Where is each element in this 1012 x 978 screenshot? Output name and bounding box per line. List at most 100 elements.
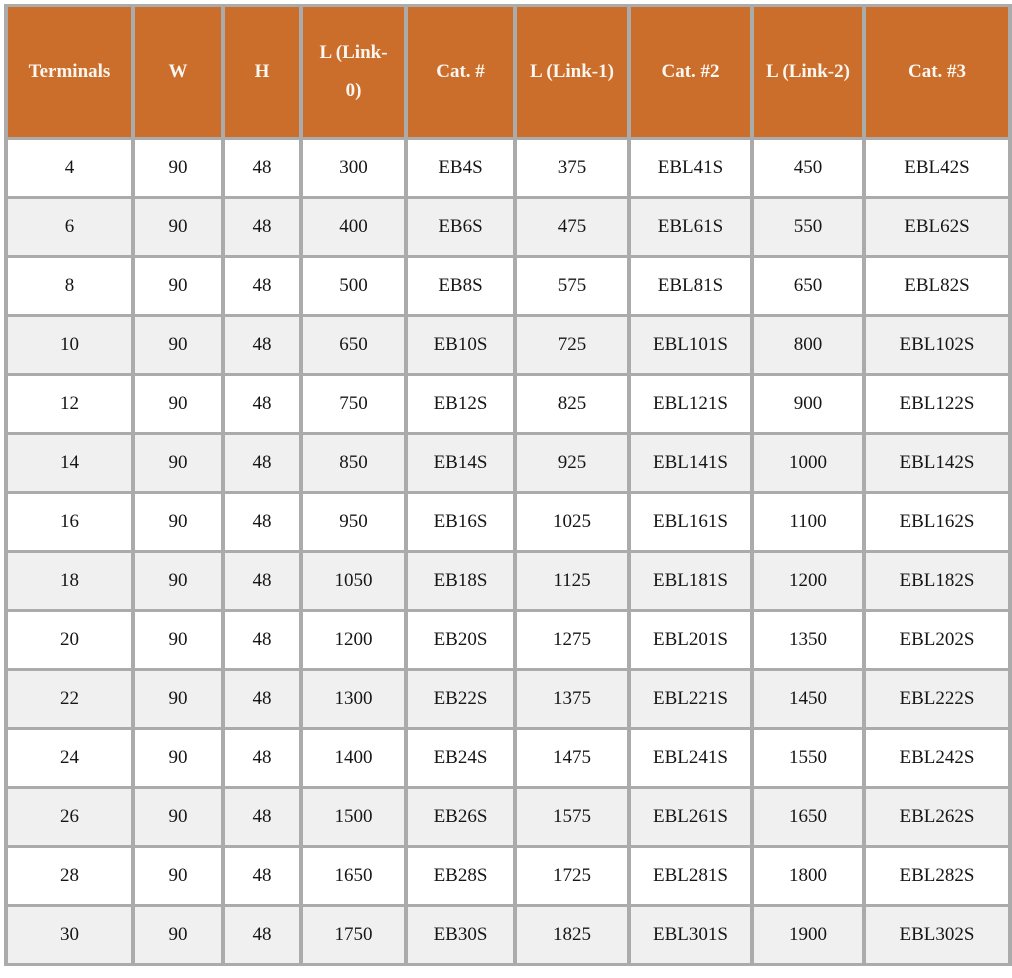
- table-header: Terminals W H L (Link-0) Cat. # L (Link-…: [4, 4, 1012, 140]
- table-cell: EBL141S: [627, 432, 754, 494]
- table-cell: 1475: [513, 727, 631, 789]
- table-body: 4 90 48 300 EB4S 375 EBL41S 450 EBL42S 6 90 48 400 EB…: [4, 137, 1012, 966]
- column-header-w: W: [131, 4, 225, 140]
- table-row: 20 90 48 1200 EB20S 1275 EBL201S 1350 EBL202S: [4, 609, 1012, 671]
- table-cell: EBL282S: [862, 845, 1012, 907]
- table-cell: 900: [750, 373, 866, 435]
- table-cell: 750: [299, 373, 408, 435]
- table-row: 18 90 48 1050 EB18S 1125 EBL181S 1200 EBL182S: [4, 550, 1012, 612]
- table-cell: EBL101S: [627, 314, 754, 376]
- table-cell: 575: [513, 255, 631, 317]
- table-cell: EBL81S: [627, 255, 754, 317]
- column-header-cat-3: Cat. #3: [862, 4, 1012, 140]
- table-cell: EBL161S: [627, 491, 754, 553]
- table-row: 10 90 48 650 EB10S 725 EBL101S 800 EBL102S: [4, 314, 1012, 376]
- table-cell: 14: [4, 432, 135, 494]
- table-cell: 1200: [299, 609, 408, 671]
- table-cell: EB24S: [404, 727, 517, 789]
- table-cell: 48: [221, 727, 303, 789]
- table-row: 4 90 48 300 EB4S 375 EBL41S 450 EBL42S: [4, 137, 1012, 199]
- table-row: 14 90 48 850 EB14S 925 EBL141S 1000 EBL142S: [4, 432, 1012, 494]
- column-header-l-link-2: L (Link-2): [750, 4, 866, 140]
- table-cell: 8: [4, 255, 135, 317]
- table-row: 12 90 48 750 EB12S 825 EBL121S 900 EBL122S: [4, 373, 1012, 435]
- table-cell: EB22S: [404, 668, 517, 730]
- table-cell: 26: [4, 786, 135, 848]
- table-cell: 375: [513, 137, 631, 199]
- table-cell: EBL301S: [627, 904, 754, 966]
- table-cell: EBL122S: [862, 373, 1012, 435]
- table-cell: 1650: [750, 786, 866, 848]
- table-cell: 90: [131, 727, 225, 789]
- table-cell: 1050: [299, 550, 408, 612]
- table-cell: 90: [131, 786, 225, 848]
- table-cell: 48: [221, 432, 303, 494]
- table-cell: 90: [131, 314, 225, 376]
- table-cell: 1275: [513, 609, 631, 671]
- column-header-cat-1: Cat. #: [404, 4, 517, 140]
- table-cell: EB14S: [404, 432, 517, 494]
- table-cell: 1375: [513, 668, 631, 730]
- table-cell: EBL121S: [627, 373, 754, 435]
- table-cell: 725: [513, 314, 631, 376]
- table-cell: EBL182S: [862, 550, 1012, 612]
- table-cell: 1000: [750, 432, 866, 494]
- table-cell: 90: [131, 196, 225, 258]
- table-cell: 48: [221, 668, 303, 730]
- table-cell: 1400: [299, 727, 408, 789]
- table-cell: 1825: [513, 904, 631, 966]
- table-row: 8 90 48 500 EB8S 575 EBL81S 650 EBL82S: [4, 255, 1012, 317]
- table-cell: 48: [221, 609, 303, 671]
- table-cell: EBL181S: [627, 550, 754, 612]
- table-cell: EB26S: [404, 786, 517, 848]
- table-cell: 1125: [513, 550, 631, 612]
- table-cell: EBL201S: [627, 609, 754, 671]
- table-row: 24 90 48 1400 EB24S 1475 EBL241S 1550 EBL242S: [4, 727, 1012, 789]
- table-row: 22 90 48 1300 EB22S 1375 EBL221S 1450 EBL222S: [4, 668, 1012, 730]
- table-row: 28 90 48 1650 EB28S 1725 EBL281S 1800 EBL282S: [4, 845, 1012, 907]
- table-cell: 16: [4, 491, 135, 553]
- table-cell: 650: [750, 255, 866, 317]
- table-cell: 48: [221, 550, 303, 612]
- table-cell: 1200: [750, 550, 866, 612]
- table-cell: 90: [131, 137, 225, 199]
- table-cell: 48: [221, 196, 303, 258]
- table-cell: 1550: [750, 727, 866, 789]
- table-row: 6 90 48 400 EB6S 475 EBL61S 550 EBL62S: [4, 196, 1012, 258]
- table-cell: 1900: [750, 904, 866, 966]
- table-cell: EBL62S: [862, 196, 1012, 258]
- column-header-h: H: [221, 4, 303, 140]
- table-cell: EBL202S: [862, 609, 1012, 671]
- table-cell: 24: [4, 727, 135, 789]
- table-cell: 850: [299, 432, 408, 494]
- table-cell: EB4S: [404, 137, 517, 199]
- table-cell: EBL302S: [862, 904, 1012, 966]
- table-cell: 6: [4, 196, 135, 258]
- table-cell: 90: [131, 550, 225, 612]
- table-cell: 550: [750, 196, 866, 258]
- table-cell: 90: [131, 255, 225, 317]
- table-cell: EBL102S: [862, 314, 1012, 376]
- table-cell: 1350: [750, 609, 866, 671]
- table-cell: EB20S: [404, 609, 517, 671]
- table-cell: EB8S: [404, 255, 517, 317]
- table-cell: EB16S: [404, 491, 517, 553]
- table-cell: 1025: [513, 491, 631, 553]
- table-cell: 400: [299, 196, 408, 258]
- table-cell: 48: [221, 373, 303, 435]
- table-row: 26 90 48 1500 EB26S 1575 EBL261S 1650 EBL262S: [4, 786, 1012, 848]
- table-cell: 48: [221, 904, 303, 966]
- table-cell: 800: [750, 314, 866, 376]
- table-cell: EBL222S: [862, 668, 1012, 730]
- table-cell: 950: [299, 491, 408, 553]
- table-cell: EBL82S: [862, 255, 1012, 317]
- table-cell: 475: [513, 196, 631, 258]
- table-cell: EBL262S: [862, 786, 1012, 848]
- table-cell: EBL142S: [862, 432, 1012, 494]
- table-cell: EB10S: [404, 314, 517, 376]
- table-cell: 90: [131, 845, 225, 907]
- table-row: 16 90 48 950 EB16S 1025 EBL161S 1100 EBL162S: [4, 491, 1012, 553]
- table-cell: 1725: [513, 845, 631, 907]
- table-cell: 20: [4, 609, 135, 671]
